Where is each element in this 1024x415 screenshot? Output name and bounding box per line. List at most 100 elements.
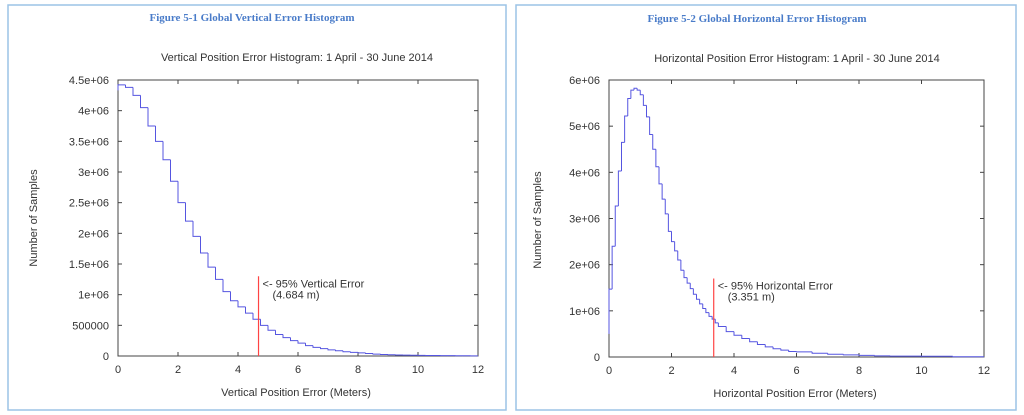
histogram-bin	[633, 87, 638, 91]
histogram-bin	[708, 312, 713, 317]
histogram-bin	[661, 183, 666, 200]
histogram-bin	[780, 348, 789, 351]
x-tick-label: 0	[115, 364, 121, 376]
histogram-bin	[705, 308, 709, 314]
marker-label-line1: <- 95% Horizontal Error	[718, 281, 834, 293]
y-tick-label: 1e+06	[78, 290, 109, 302]
histogram-bin	[372, 353, 381, 355]
histogram-bin	[671, 231, 675, 243]
x-tick-label: 10	[412, 364, 424, 376]
histogram-bin	[627, 97, 631, 117]
y-tick-label: 2.5e+06	[69, 198, 109, 210]
histogram-bin	[611, 245, 616, 290]
histogram-bin	[764, 344, 774, 348]
histogram-bin	[733, 331, 742, 336]
histogram-bin	[686, 277, 691, 284]
histogram-bin	[696, 294, 700, 300]
histogram-bin	[275, 330, 283, 336]
histogram-bin	[811, 351, 828, 354]
histogram-bin	[320, 347, 328, 350]
chart-title: Vertical Position Error Histogram: 1 Apr…	[161, 52, 433, 64]
histogram-bin	[624, 115, 628, 143]
y-tick-label: 500000	[72, 320, 109, 332]
x-tick-label: 6	[793, 365, 799, 377]
histogram-bin	[658, 166, 663, 185]
y-tick-label: 3e+06	[569, 214, 600, 226]
y-axis-label: Number of Samples	[532, 171, 544, 269]
left-panel-border	[7, 4, 507, 411]
y-tick-label: 5e+06	[569, 121, 600, 133]
histogram-bin	[667, 213, 672, 232]
x-tick-label: 12	[472, 364, 484, 376]
histogram-bin	[725, 326, 734, 333]
histogram-bin	[297, 340, 306, 344]
histogram-bin	[237, 300, 246, 308]
x-tick-label: 4	[235, 364, 241, 376]
y-tick-label: 4e+06	[569, 167, 600, 179]
x-tick-label: 8	[355, 364, 361, 376]
histogram-bin	[689, 283, 694, 290]
histogram-bin	[140, 95, 148, 109]
histogram-bin	[617, 170, 622, 207]
histogram-bin	[162, 141, 171, 161]
x-axis-label: Vertical Position Error (Meters)	[221, 387, 371, 399]
histogram-bin	[772, 346, 781, 350]
histogram-bin	[702, 303, 706, 310]
vertical-error-histogram: Figure 5-1 Global Vertical Error Histogr…	[28, 12, 484, 399]
y-axis-label: Number of Samples	[28, 169, 40, 267]
histogram-bin	[267, 325, 276, 331]
histogram-bin	[305, 343, 313, 347]
histogram-bin	[664, 199, 669, 215]
right-panel-border	[515, 4, 1017, 411]
histogram-bin	[636, 88, 641, 91]
histogram-bin	[282, 334, 291, 339]
plot-frame	[608, 79, 985, 358]
histogram-bin	[642, 94, 647, 106]
histogram-bin	[677, 250, 681, 261]
histogram-bin	[680, 260, 684, 271]
histogram-bin	[245, 306, 253, 314]
y-tick-label: 2e+06	[78, 228, 109, 240]
y-tick-label: 1.5e+06	[69, 259, 109, 271]
x-tick-label: 4	[731, 365, 737, 377]
histogram-bin	[125, 84, 133, 88]
marker-label-line2: (4.684 m)	[273, 289, 320, 301]
histogram-bin	[230, 291, 238, 302]
histogram-bin	[741, 335, 750, 340]
chart-title: Horizontal Position Error Histogram: 1 A…	[654, 53, 940, 65]
histogram-bin	[342, 350, 351, 353]
y-tick-label: 3e+06	[78, 167, 109, 179]
plot-frame	[117, 79, 479, 357]
histogram-bin	[674, 241, 678, 252]
x-tick-label: 2	[175, 364, 181, 376]
y-tick-label: 2e+06	[569, 260, 600, 272]
histogram-bin	[714, 319, 719, 324]
y-tick-label: 1e+06	[569, 306, 600, 318]
histogram-bin	[756, 341, 766, 346]
x-tick-label: 2	[668, 365, 674, 377]
histogram-bin	[327, 348, 336, 351]
histogram-bin	[290, 337, 298, 342]
histogram-bin	[639, 90, 644, 96]
histogram-bin	[788, 350, 797, 352]
histogram-bin	[717, 322, 727, 328]
y-tick-label: 6e+06	[569, 75, 600, 87]
histogram-bin	[614, 205, 619, 247]
histogram-bin	[827, 353, 844, 355]
marker-label-line1: <- 95% Vertical Error	[263, 278, 365, 290]
x-tick-label: 0	[606, 365, 612, 377]
histogram-bin	[749, 338, 758, 343]
histogram-bin	[842, 354, 859, 356]
histogram-bin	[621, 141, 625, 171]
y-tick-label: 4e+06	[78, 106, 109, 118]
marker-label-line2: (3.351 m)	[728, 292, 775, 304]
histogram-bin	[646, 105, 650, 118]
histogram-bin	[692, 288, 697, 295]
histogram-bin	[252, 313, 261, 320]
histogram-bin	[192, 221, 201, 237]
histogram-bin	[652, 134, 656, 150]
histogram-bin	[655, 149, 659, 168]
histogram-bin	[260, 319, 268, 326]
x-tick-label: 12	[978, 365, 990, 377]
histogram-bin	[132, 87, 141, 96]
